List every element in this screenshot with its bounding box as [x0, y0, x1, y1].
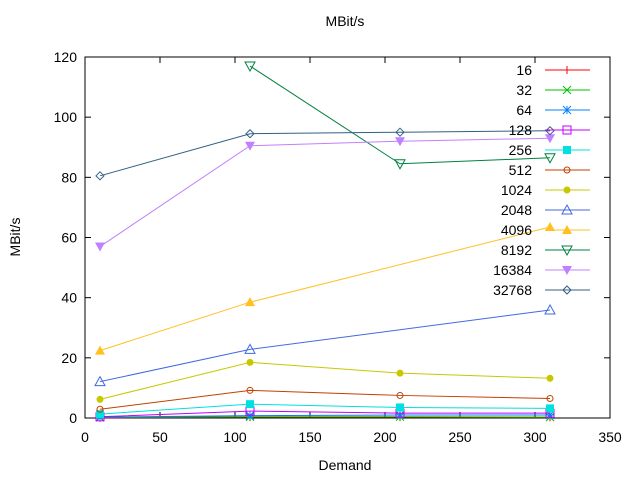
legend-marker — [562, 285, 572, 295]
data-point — [546, 404, 554, 413]
series-line — [99, 130, 551, 177]
series-line — [99, 309, 551, 383]
data-point — [546, 394, 554, 402]
data-point — [245, 297, 255, 307]
data-point — [94, 375, 106, 387]
legend-marker — [563, 166, 571, 174]
data-point — [246, 358, 254, 366]
data-point — [396, 391, 404, 399]
data-point — [245, 129, 255, 139]
legend-label: 512 — [509, 162, 533, 178]
data-point — [545, 410, 555, 420]
legend-label: 16384 — [493, 262, 532, 278]
series-line — [99, 137, 551, 247]
legend-marker — [562, 85, 572, 95]
x-tick-label: 350 — [598, 429, 622, 445]
data-point — [245, 411, 255, 420]
legend-label: 4096 — [501, 222, 532, 238]
y-tick-label: 120 — [54, 49, 78, 65]
x-axis-label: Demand — [319, 457, 372, 473]
series-512 — [96, 386, 554, 413]
x-tick-label: 50 — [152, 429, 168, 445]
data-point — [395, 127, 405, 137]
data-point — [546, 374, 554, 382]
y-tick-label: 80 — [61, 169, 77, 185]
series-256 — [96, 400, 554, 419]
x-tick-label: 300 — [523, 429, 547, 445]
legend-label: 16 — [516, 62, 532, 78]
data-point — [544, 303, 556, 315]
data-point — [95, 345, 105, 355]
data-point — [396, 369, 404, 377]
data-point — [244, 343, 256, 354]
legend-marker — [561, 245, 573, 257]
data-point — [545, 134, 555, 144]
data-point — [245, 141, 255, 151]
series-4096 — [95, 221, 555, 355]
data-point — [96, 395, 104, 403]
legend-label: 8192 — [501, 242, 532, 258]
legend-label: 64 — [516, 102, 532, 118]
series-line — [99, 416, 551, 418]
data-point — [246, 400, 254, 409]
y-tick-label: 100 — [54, 109, 78, 125]
legend-label: 32768 — [493, 282, 532, 298]
legend-marker — [563, 146, 571, 154]
series-1024 — [96, 358, 554, 403]
legend-marker — [563, 66, 571, 74]
series-line — [99, 414, 550, 418]
x-tick-label: 100 — [223, 429, 247, 445]
data-point — [95, 171, 105, 181]
data-point — [394, 159, 406, 170]
data-point — [95, 242, 105, 252]
series-32768 — [95, 125, 555, 181]
legend-marker — [561, 203, 573, 215]
series-line — [99, 410, 550, 418]
series-line — [99, 361, 551, 400]
data-point — [395, 410, 405, 420]
series-line — [99, 389, 551, 410]
data-point — [544, 153, 556, 164]
legend-marker — [562, 266, 572, 275]
series-line — [99, 403, 551, 415]
series-16384 — [95, 134, 555, 252]
data-point — [396, 403, 404, 412]
data-point — [96, 405, 104, 413]
legend-label: 128 — [509, 122, 533, 138]
legend-label: 1024 — [501, 182, 532, 198]
data-point — [246, 386, 254, 394]
y-tick-label: 20 — [61, 350, 77, 366]
series-2048 — [94, 303, 556, 387]
data-point — [545, 125, 555, 136]
legend-label: 256 — [509, 142, 533, 158]
y-tick-label: 60 — [61, 230, 77, 246]
series-line — [249, 65, 551, 165]
legend-label: 2048 — [501, 202, 532, 218]
data-point — [96, 410, 104, 419]
legend-marker — [563, 186, 571, 194]
x-tick-label: 250 — [448, 429, 472, 445]
data-point — [244, 61, 256, 73]
data-point — [545, 221, 555, 231]
y-tick-label: 0 — [69, 410, 77, 426]
series-line — [99, 226, 551, 352]
legend: 16 32 64 128 256 512 1024 2048 4096 8192 16384 3276… — [493, 62, 590, 298]
y-axis-label: MBit/s — [7, 218, 23, 257]
data-point — [395, 137, 405, 147]
x-tick-label: 0 — [81, 429, 89, 445]
legend-marker — [562, 225, 572, 234]
legend-label: 32 — [516, 82, 532, 98]
y-tick-label: 40 — [61, 290, 77, 306]
legend-marker — [562, 105, 572, 115]
series-8192 — [244, 61, 556, 170]
legend-marker — [562, 125, 572, 135]
x-tick-label: 150 — [298, 429, 322, 445]
series-128 — [95, 406, 555, 422]
x-tick-label: 200 — [373, 429, 397, 445]
chart-title: MBit/s — [326, 13, 365, 29]
